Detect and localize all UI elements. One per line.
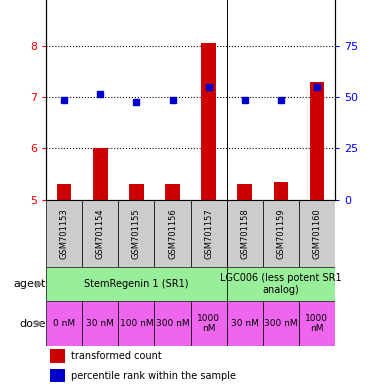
Text: 300 nM: 300 nM: [264, 319, 298, 328]
Text: GSM701160: GSM701160: [312, 208, 321, 259]
Bar: [50, 349, 65, 363]
Bar: [154, 301, 191, 346]
Text: GSM701157: GSM701157: [204, 208, 213, 259]
Text: 1000
nM: 1000 nM: [305, 314, 328, 333]
Bar: [310, 81, 324, 200]
Text: LGC006 (less potent SR1
analog): LGC006 (less potent SR1 analog): [220, 273, 341, 295]
Bar: [154, 200, 191, 267]
Bar: [129, 184, 144, 200]
Text: GSM701159: GSM701159: [276, 208, 285, 258]
Bar: [263, 301, 299, 346]
Text: 1000
nM: 1000 nM: [197, 314, 220, 333]
Bar: [46, 267, 227, 301]
Bar: [227, 267, 335, 301]
Text: GSM701154: GSM701154: [96, 208, 105, 258]
Bar: [238, 184, 252, 200]
Bar: [191, 200, 227, 267]
Bar: [263, 200, 299, 267]
Bar: [191, 301, 227, 346]
Text: agent: agent: [14, 279, 46, 289]
Text: percentile rank within the sample: percentile rank within the sample: [71, 371, 236, 381]
Text: transformed count: transformed count: [71, 351, 162, 361]
Text: 30 nM: 30 nM: [86, 319, 114, 328]
Text: GSM701158: GSM701158: [240, 208, 249, 259]
Bar: [274, 182, 288, 200]
Bar: [82, 301, 119, 346]
Bar: [165, 184, 180, 200]
Bar: [201, 43, 216, 200]
Text: dose: dose: [20, 318, 46, 329]
Text: 0 nM: 0 nM: [53, 319, 75, 328]
Bar: [227, 200, 263, 267]
Bar: [119, 200, 154, 267]
Bar: [46, 301, 82, 346]
Bar: [299, 200, 335, 267]
Text: 30 nM: 30 nM: [231, 319, 259, 328]
Text: 300 nM: 300 nM: [156, 319, 189, 328]
Bar: [93, 148, 107, 200]
Text: GSM701156: GSM701156: [168, 208, 177, 259]
Text: GSM701155: GSM701155: [132, 208, 141, 258]
Bar: [57, 184, 72, 200]
Bar: [50, 369, 65, 382]
Bar: [46, 200, 82, 267]
Bar: [119, 301, 154, 346]
Text: 100 nM: 100 nM: [120, 319, 153, 328]
Text: StemRegenin 1 (SR1): StemRegenin 1 (SR1): [84, 279, 189, 289]
Bar: [82, 200, 119, 267]
Text: GSM701153: GSM701153: [60, 208, 69, 259]
Bar: [299, 301, 335, 346]
Bar: [227, 301, 263, 346]
